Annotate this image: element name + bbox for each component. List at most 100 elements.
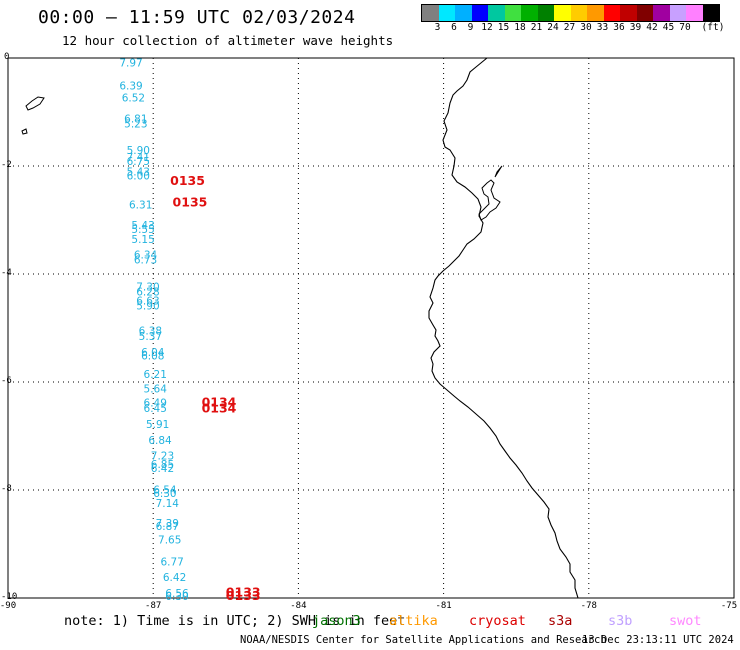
wave-height-value: 5.64 — [144, 383, 168, 395]
color-scale-label: 9 — [467, 22, 474, 33]
wave-height-value: 5.91 — [146, 419, 169, 431]
pass-time-label: 0133 — [226, 585, 261, 600]
coastline-path — [428, 57, 579, 599]
longitude-label: -87 — [145, 601, 162, 611]
wave-height-value: 6.30 — [153, 488, 176, 500]
wave-height-value: 7.14 — [156, 498, 180, 510]
wave-height-value: 6.63 — [136, 295, 159, 307]
color-swatch — [686, 5, 703, 21]
color-swatch — [636, 5, 653, 21]
color-swatch — [554, 5, 571, 21]
longitude-label: -78 — [580, 601, 597, 611]
wave-height-value: 5.15 — [131, 234, 154, 246]
satellite-jason3: jason3 — [312, 613, 361, 629]
color-scale-label: 39 — [629, 22, 642, 33]
gulf-of-guayaquil-island — [478, 179, 501, 221]
color-scale-label: 3 — [434, 22, 441, 33]
wave-height-color-scale — [421, 4, 720, 22]
wave-height-value: 6.77 — [160, 556, 183, 568]
color-scale-label: 15 — [497, 22, 510, 33]
color-scale-unit: (ft) — [701, 22, 725, 33]
wave-height-value: 6.54 — [153, 484, 177, 496]
color-scale-label: 24 — [547, 22, 559, 33]
wave-height-value: 6.87 — [156, 521, 179, 533]
pass-time-label: 0135 — [173, 195, 208, 210]
color-swatch — [537, 5, 554, 21]
wave-height-value: 5.90 — [127, 145, 150, 157]
latitude-label: -2 — [1, 160, 12, 170]
color-swatch — [702, 5, 719, 21]
color-swatch — [471, 5, 488, 21]
wave-height-labels: 7.976.396.526.815.235.907.416.755.436.00… — [119, 57, 189, 603]
color-swatch — [504, 5, 521, 21]
wave-height-value: 7.65 — [158, 535, 181, 547]
wave-height-value: 5.43 — [131, 220, 154, 232]
wave-height-value: 5.90 — [136, 300, 159, 312]
wave-height-value: 6.75 — [127, 156, 150, 168]
color-scale-label: 6 — [451, 22, 457, 33]
map-title: 00:00 — 11:59 UTC 02/03/2024 — [38, 7, 356, 28]
wave-height-value: 6.42 — [151, 463, 174, 475]
units-note: note: 1) Time is in UTC; 2) SWH is in fe… — [64, 613, 406, 629]
satellite-cryosat: cryosat — [469, 613, 526, 629]
wave-height-value: 5.43 — [127, 166, 150, 178]
wave-height-value: 6.21 — [144, 369, 167, 381]
estuary-outline — [494, 165, 503, 178]
wave-height-value: 6.39 — [119, 81, 142, 93]
satellite-s3b: s3b — [608, 613, 633, 629]
color-scale-label: 30 — [580, 22, 592, 33]
wave-height-value: 6.08 — [141, 351, 164, 363]
latitude-label: -4 — [1, 268, 12, 278]
wave-height-value: 6.30 — [165, 591, 188, 603]
longitude-label: -75 — [720, 601, 738, 611]
color-swatch — [438, 5, 455, 21]
galapagos-isabela-island — [25, 96, 45, 111]
latitude-label: 0 — [4, 52, 10, 62]
wave-height-value: 6.04 — [141, 347, 165, 359]
wave-height-value: 5.23 — [124, 118, 147, 130]
color-scale-label: 21 — [530, 22, 543, 33]
footer-timestamp: 13 Dec 23:13:11 UTC 2024 — [582, 634, 734, 646]
color-swatch — [570, 5, 587, 21]
color-swatch — [587, 5, 604, 21]
color-scale-label: 36 — [613, 22, 625, 33]
pass-time-label: 0135 — [170, 173, 205, 188]
wave-height-value: 6.42 — [163, 572, 186, 584]
color-scale-label: 70 — [679, 22, 691, 33]
wave-height-value: 6.73 — [134, 254, 157, 266]
wave-height-value: 5.55 — [131, 224, 154, 236]
wave-height-value: 6.28 — [136, 286, 159, 298]
wave-height-value: 6.52 — [122, 92, 145, 104]
color-scale-label: 18 — [514, 22, 526, 33]
wave-height-value: 6.84 — [148, 435, 172, 447]
latitude-label: -6 — [1, 376, 12, 386]
coastline — [21, 57, 579, 599]
lat-lon-grid — [7, 57, 735, 599]
wave-height-value: 6.49 — [144, 398, 167, 410]
wave-height-value: 7.23 — [151, 450, 174, 462]
latitude-label: -10 — [1, 592, 18, 602]
satellite-altika: altika — [389, 613, 438, 629]
wave-height-value: 6.34 — [134, 250, 158, 262]
color-scale-label: 33 — [596, 22, 609, 33]
color-swatch — [422, 5, 439, 21]
longitude-label: -81 — [435, 601, 452, 611]
color-swatch — [603, 5, 620, 21]
pass-time-label: 0133 — [226, 588, 261, 603]
color-scale-label: 27 — [563, 22, 576, 33]
wave-height-value: 7.41 — [127, 152, 150, 164]
satellite-s3a: s3a — [548, 613, 573, 629]
color-swatch — [521, 5, 538, 21]
wave-height-value: 6.85 — [151, 459, 174, 471]
pass-time-label: 0134 — [202, 400, 237, 415]
wave-height-value: 6.38 — [139, 326, 162, 338]
longitude-label: -90 — [0, 601, 17, 611]
wave-height-value: 7.97 — [119, 57, 142, 69]
galapagos-small-island — [21, 128, 28, 135]
wave-height-value: 7.30 — [136, 281, 159, 293]
color-scale-label: 12 — [481, 22, 493, 33]
color-swatch — [653, 5, 670, 21]
satellite-swot: swot — [669, 613, 702, 629]
color-swatch — [620, 5, 637, 21]
